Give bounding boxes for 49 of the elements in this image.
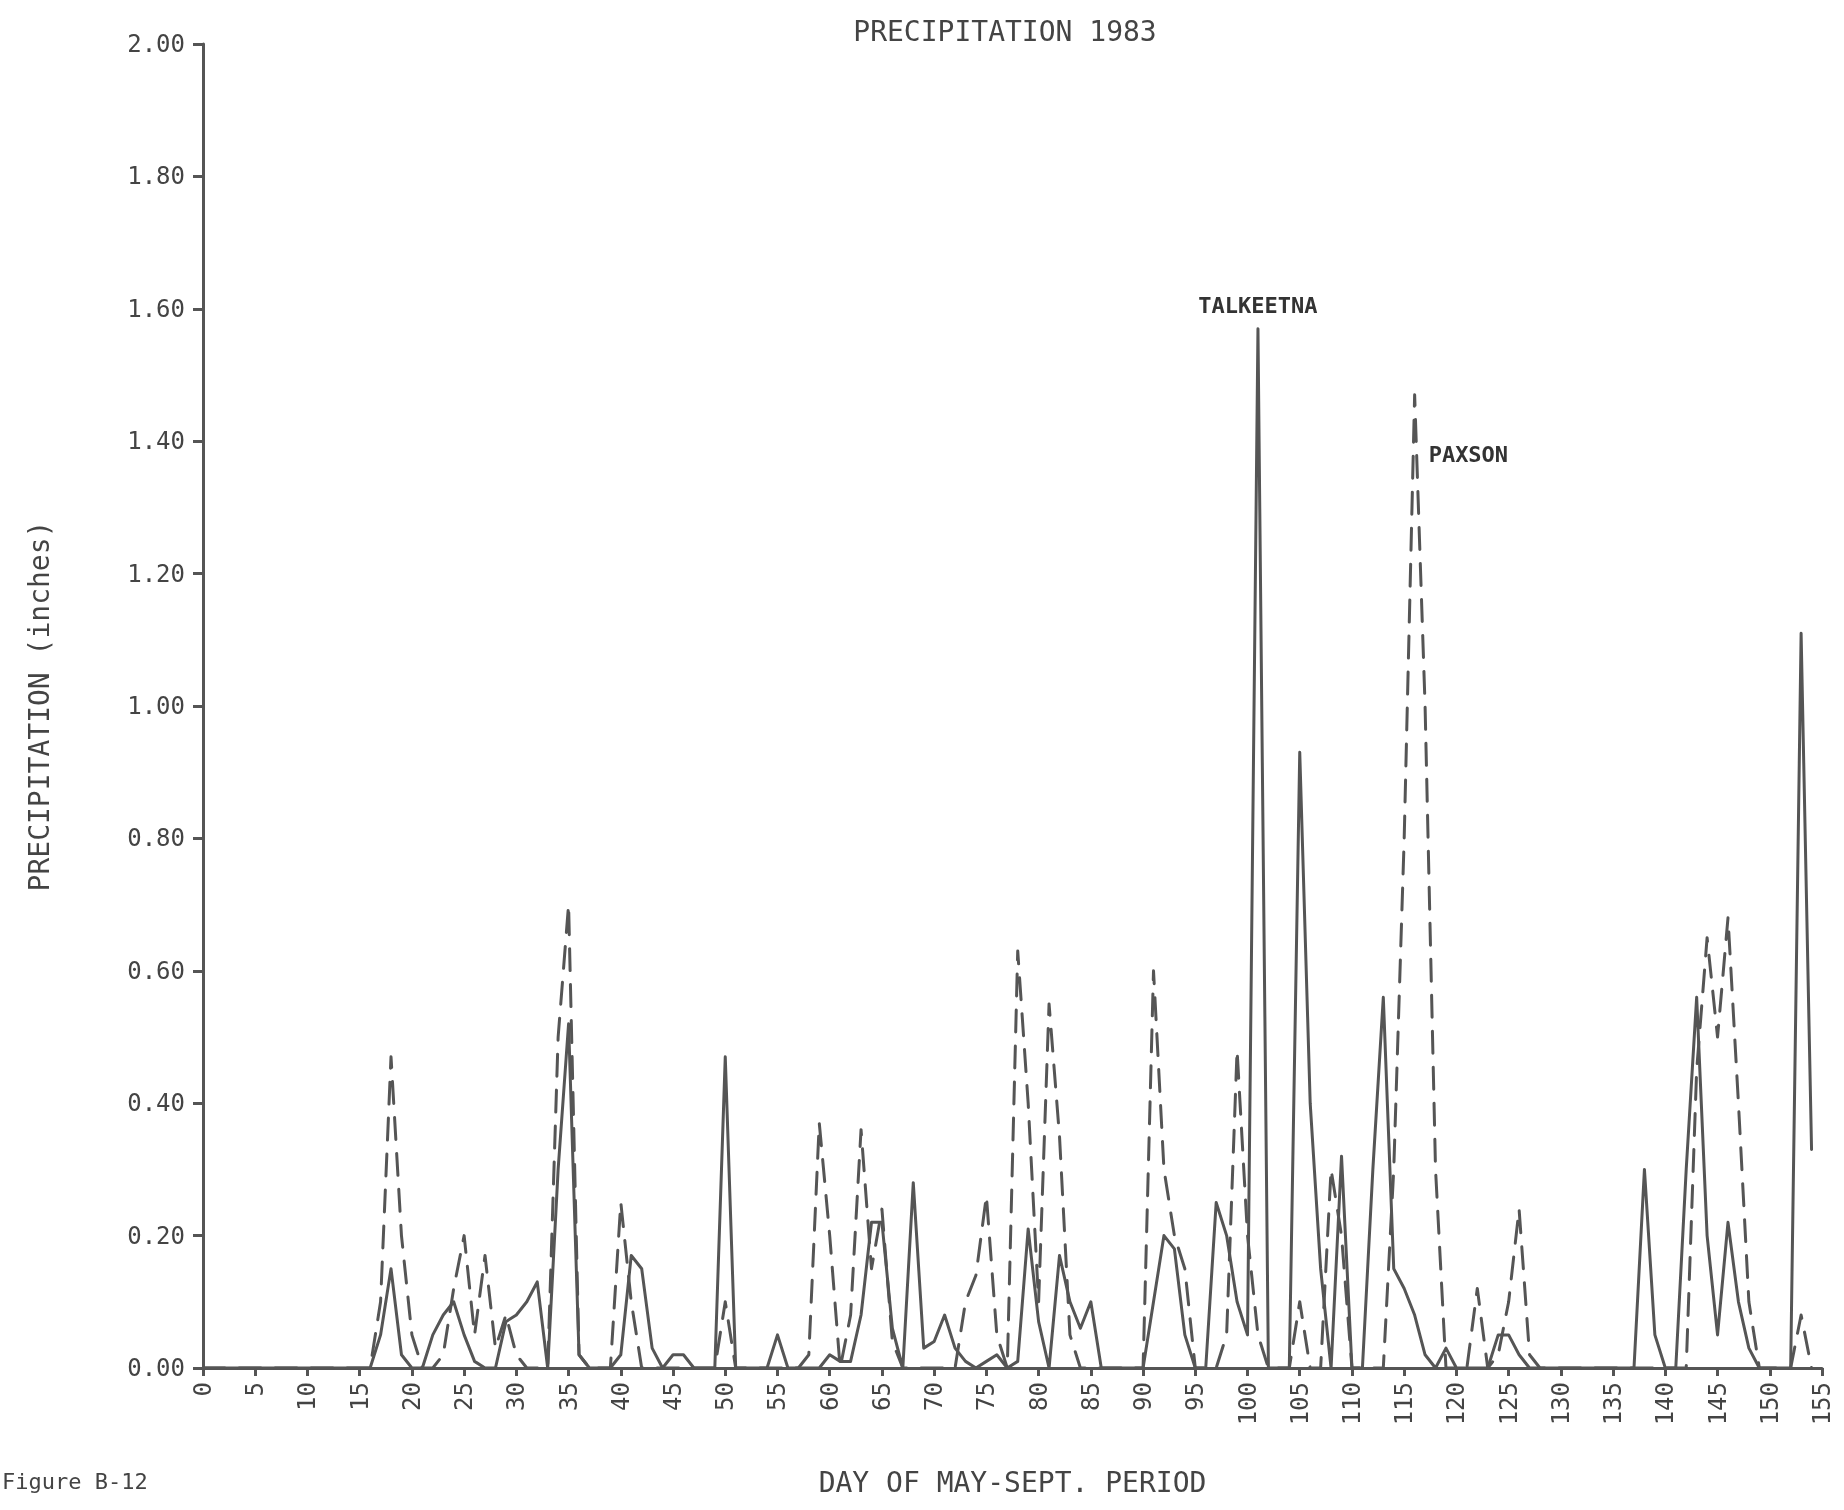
x-tick-label: 90: [1129, 1382, 1158, 1411]
x-tick-label: 80: [1024, 1382, 1053, 1411]
x-tick-label: 20: [397, 1382, 426, 1411]
y-tick-label: 1.80: [127, 162, 185, 191]
y-tick-label: 0.80: [127, 824, 185, 853]
x-tick-label: 85: [1076, 1382, 1105, 1411]
y-tick-label: 0.00: [127, 1354, 185, 1382]
y-tick-label: 0.20: [127, 1221, 185, 1250]
x-tick-label: 5: [241, 1382, 270, 1397]
x-tick-label: 65: [867, 1382, 896, 1411]
y-tick-label: 1.60: [127, 294, 185, 323]
series-label: PAXSON: [1428, 442, 1509, 468]
x-tick-label: 150: [1755, 1382, 1784, 1426]
y-tick-label: 1.00: [127, 692, 185, 720]
x-tick-label: 45: [659, 1382, 688, 1411]
x-tick-label: 75: [972, 1382, 1001, 1411]
x-tick-label: 115: [1390, 1382, 1419, 1426]
x-tick-label: 130: [1546, 1382, 1575, 1426]
x-tick-label: 0: [189, 1382, 217, 1397]
x-tick-label: 110: [1337, 1382, 1366, 1426]
y-tick-label: 1.40: [127, 427, 185, 456]
x-tick-label: 50: [711, 1382, 740, 1411]
series-label: TALKEETNA: [1198, 293, 1318, 319]
y-tick-label: 2.00: [127, 30, 185, 58]
x-tick-label: 70: [920, 1382, 949, 1411]
x-tick-label: 100: [1233, 1382, 1262, 1426]
y-tick-label: 0.60: [127, 956, 185, 985]
y-axis-title: PRECIPITATION (inches): [22, 520, 56, 892]
x-tick-label: 40: [606, 1382, 635, 1411]
x-tick-label: 10: [293, 1382, 322, 1411]
y-tick-label: 0.40: [127, 1089, 185, 1118]
x-tick-label: 35: [554, 1382, 583, 1411]
x-tick-label: 125: [1494, 1382, 1523, 1426]
x-tick-label: 55: [763, 1382, 792, 1411]
x-axis-title: DAY OF MAY-SEPT. PERIOD: [818, 1465, 1207, 1499]
x-tick-label: 95: [1181, 1382, 1210, 1411]
x-tick-label: 155: [1808, 1382, 1836, 1426]
x-tick-label: 30: [502, 1382, 531, 1411]
chart-title: PRECIPITATION 1983: [853, 14, 1157, 48]
x-tick-label: 140: [1651, 1382, 1680, 1426]
x-tick-label: 120: [1442, 1382, 1471, 1426]
y-tick-label: 1.20: [127, 559, 185, 588]
x-tick-label: 60: [815, 1382, 844, 1411]
x-tick-label: 135: [1599, 1382, 1628, 1426]
x-tick-label: 145: [1703, 1382, 1732, 1426]
x-tick-label: 25: [450, 1382, 479, 1411]
x-tick-label: 15: [345, 1382, 374, 1411]
x-tick-label: 105: [1285, 1382, 1314, 1426]
text: Figure B-12: [2, 1468, 148, 1494]
